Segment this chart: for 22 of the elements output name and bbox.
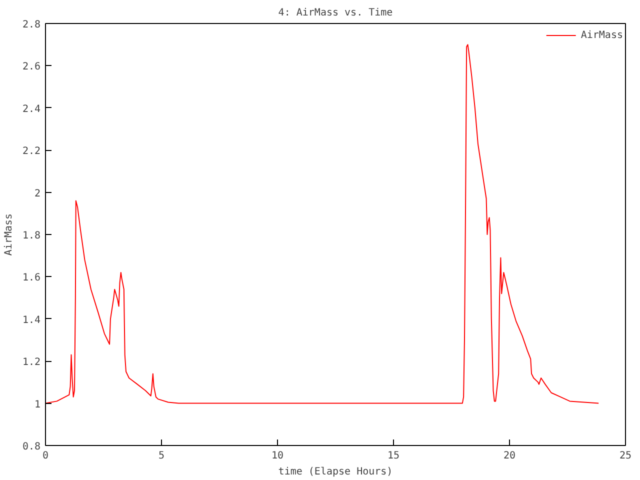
y-tick-label: 2.4 [22,104,40,115]
y-tick-label: 0.8 [22,442,40,452]
x-tick-label: 20 [503,450,516,462]
y-tick-label: 2 [34,188,41,200]
y-tick-label: 2.2 [22,146,40,158]
y-tick-label: 1 [34,399,41,410]
y-axis-title: AirMass [3,213,14,256]
x-tick-label: 15 [387,450,400,462]
y-tick-label: 1.4 [22,314,40,326]
y-tick-label: 1.2 [22,357,40,368]
line-series [46,44,600,404]
x-tick-label: 10 [271,450,284,462]
y-tick-label: 1.6 [22,272,40,284]
x-axis-title: time (Elapse Hours) [278,466,393,478]
chart-title: 4: AirMass vs. Time [278,8,393,18]
y-tick-label: 2.8 [22,20,40,30]
y-tick-label: 1.8 [22,230,40,242]
x-tick-label: 25 [619,450,632,462]
legend-label: AirMass [580,30,623,40]
x-tick-label: 0 [42,450,49,462]
y-tick-label: 2.6 [22,62,40,73]
x-tick-label: 5 [158,450,165,462]
